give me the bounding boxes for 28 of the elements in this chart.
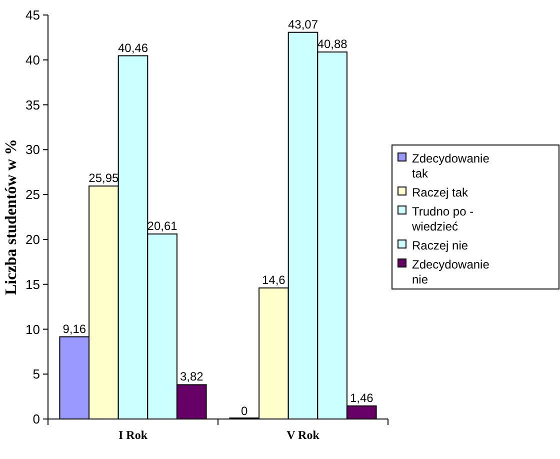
y-tick-label: 0 — [32, 412, 40, 427]
data-label: 25,95 — [88, 171, 120, 186]
y-tick-label: 35 — [26, 97, 40, 112]
legend-label: Raczej nie — [412, 238, 468, 252]
y-tick-label: 10 — [26, 322, 40, 337]
y-axis-title: Liczba studentów w % — [3, 138, 20, 296]
legend-label: Zdecydowanie nie — [412, 257, 490, 286]
data-label: 3,82 — [180, 370, 204, 384]
y-tick-label: 5 — [32, 366, 40, 382]
y-tick-label: 40 — [26, 52, 40, 68]
data-label: 0 — [241, 404, 248, 418]
legend-label: Zdecydowanie tak — [412, 151, 490, 180]
x-tick-label: I Rok — [118, 428, 148, 442]
y-tick-label: 15 — [26, 276, 40, 292]
data-label: 20,61 — [147, 218, 178, 233]
data-label: 1,46 — [350, 390, 374, 405]
y-tick-label: 25 — [26, 187, 40, 202]
y-tick-label: 45 — [26, 8, 40, 23]
y-tick-label: 20 — [26, 232, 40, 247]
legend-label: Raczej tak — [412, 185, 470, 200]
x-tick-label: V Rok — [286, 428, 320, 442]
legend-label: Trudno po - wiedzieć — [411, 204, 474, 234]
data-label: 14,6 — [262, 272, 286, 287]
y-tick-label: 30 — [26, 142, 40, 158]
data-label: 43,07 — [288, 17, 318, 32]
data-label: 9,16 — [62, 322, 86, 336]
data-label: 40,46 — [118, 40, 148, 55]
data-label: 40,88 — [317, 36, 348, 51]
